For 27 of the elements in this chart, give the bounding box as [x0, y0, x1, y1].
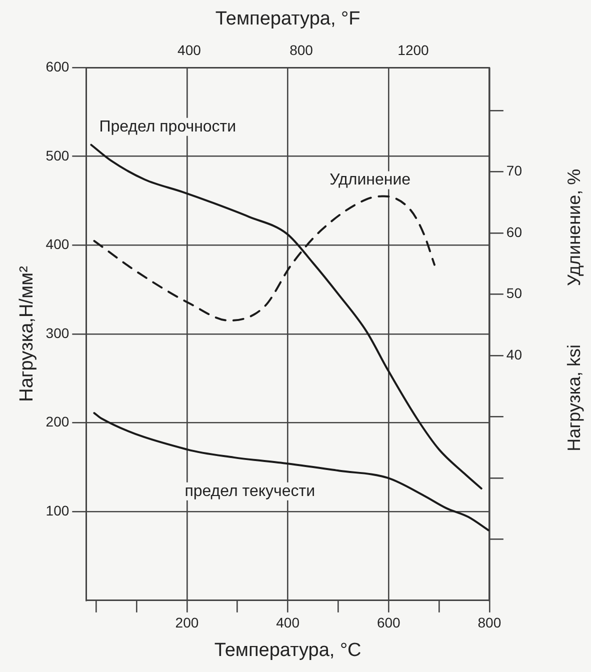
x-tick-label: 200 — [175, 614, 199, 631]
x2-tick-label: 400 — [178, 42, 202, 58]
x2-tick-label: 800 — [290, 42, 314, 58]
x-tick-label: 600 — [376, 614, 401, 631]
x-tick-label: 400 — [276, 614, 300, 631]
series-label: Предел прочности — [99, 118, 236, 136]
series-label: Удлинение — [330, 172, 411, 189]
x2-axis-title: Температура, °F — [215, 8, 360, 30]
x-axis-title: Температура, °C — [214, 640, 362, 661]
y-axis-title: Нагрузка,Н/мм² — [16, 266, 38, 402]
y-tick-label: 100 — [46, 502, 70, 518]
y3-axis-title: Нагрузка, ksi — [564, 344, 584, 452]
y-tick-label: 200 — [46, 414, 70, 430]
y2-tick-label: 50 — [506, 285, 522, 302]
y2-tick-label: 70 — [506, 162, 522, 179]
y2-tick-label: 40 — [506, 346, 522, 362]
y2-tick-label: 60 — [506, 224, 522, 240]
y-tick-label: 300 — [46, 324, 70, 341]
y-tick-label: 400 — [46, 236, 70, 252]
x2-tick-label: 1200 — [398, 42, 430, 58]
series-label: предел текучести — [184, 482, 316, 500]
y-tick-label: 600 — [46, 58, 70, 74]
line-series — [93, 412, 490, 532]
y2-axis-title: Удлинение, % — [564, 168, 584, 286]
y-tick-label: 500 — [46, 147, 70, 164]
x-tick-label: 800 — [478, 614, 502, 631]
line-series — [93, 195, 436, 322]
